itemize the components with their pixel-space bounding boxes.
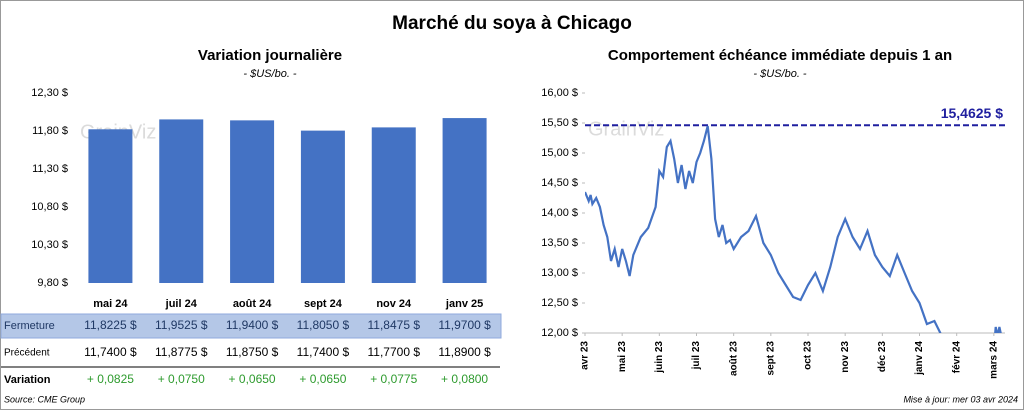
bar xyxy=(442,118,487,283)
x-tick-label: sept 23 xyxy=(765,341,776,376)
y-tick-label: 12,00 $ xyxy=(541,327,578,339)
chart-subtitle: - $US/bo. - xyxy=(243,68,297,80)
x-tick-label: avr 23 xyxy=(580,341,591,370)
y-tick-label: 11,80 $ xyxy=(32,125,68,137)
table-cell: + 0,0650 xyxy=(229,372,276,386)
table-highlight xyxy=(0,313,502,339)
x-tick-label: déc 23 xyxy=(877,341,888,373)
x-tick-label: févr 24 xyxy=(951,341,962,374)
table-cell: + 0,0650 xyxy=(299,372,346,386)
x-tick-label: janv 25 xyxy=(445,298,483,310)
y-tick-label: 10,30 $ xyxy=(31,239,68,251)
bar xyxy=(300,130,345,283)
x-tick-label: janv 24 xyxy=(914,341,925,376)
y-tick-label: 9,80 $ xyxy=(37,277,68,289)
x-tick-label: août 23 xyxy=(728,341,739,376)
table-cell: 11,8775 $ xyxy=(155,345,208,359)
x-tick-label: juin 23 xyxy=(654,341,665,374)
x-tick-label: mars 24 xyxy=(988,341,999,379)
y-tick-label: 13,00 $ xyxy=(541,267,578,279)
y-tick-label: 15,00 $ xyxy=(541,147,578,159)
bar xyxy=(159,119,204,283)
x-tick-label: sept 24 xyxy=(304,298,343,310)
y-tick-label: 13,50 $ xyxy=(541,237,578,249)
x-tick-label: nov 24 xyxy=(376,298,412,310)
y-tick-label: 11,30 $ xyxy=(32,163,68,175)
chart-subtitle: - $US/bo. - xyxy=(753,68,807,80)
y-tick-label: 12,30 $ xyxy=(31,87,68,99)
y-tick-label: 14,00 $ xyxy=(541,207,578,219)
table-cell: + 0,0775 xyxy=(370,372,417,386)
page-title: Marché du soya à Chicago xyxy=(392,13,632,34)
y-tick-label: 14,50 $ xyxy=(541,177,578,189)
table-cell: + 0,0825 xyxy=(87,372,134,386)
table-cell: 11,7400 $ xyxy=(297,345,350,359)
updated: Mise à jour: mer 03 avr 2024 xyxy=(903,394,1018,404)
chart-title: Comportement échéance immédiate depuis 1… xyxy=(608,47,952,64)
line-series xyxy=(585,125,1002,333)
reference-label: 15,4625 $ xyxy=(941,105,1003,121)
table-cell: 11,8475 $ xyxy=(368,318,421,332)
table-row-label: Variation xyxy=(4,374,51,386)
watermark: GrainViz xyxy=(588,118,664,140)
table-cell: + 0,0750 xyxy=(158,372,205,386)
y-tick-label: 10,80 $ xyxy=(31,201,68,213)
table-cell: 11,9525 $ xyxy=(155,318,208,332)
x-tick-label: mai 23 xyxy=(617,341,628,373)
y-tick-label: 16,00 $ xyxy=(541,87,578,99)
chart-title: Variation journalière xyxy=(198,47,342,64)
x-tick-label: juil 23 xyxy=(691,341,702,371)
table-cell: 11,8050 $ xyxy=(297,318,350,332)
x-tick-label: nov 23 xyxy=(840,341,851,373)
bar xyxy=(371,127,416,283)
table-cell: 11,9700 $ xyxy=(438,318,491,332)
bar xyxy=(230,120,275,283)
y-tick-label: 15,50 $ xyxy=(541,117,578,129)
x-tick-label: mai 24 xyxy=(93,298,128,310)
table-row-label: Fermeture xyxy=(4,320,55,332)
source: Source: CME Group xyxy=(4,394,85,404)
table-cell: 11,9400 $ xyxy=(226,318,279,332)
x-tick-label: oct 23 xyxy=(803,341,814,370)
table-row-label: Précédent xyxy=(4,348,50,359)
table-cell: 11,8900 $ xyxy=(438,345,491,359)
table-cell: 11,7400 $ xyxy=(84,345,137,359)
x-tick-label: août 24 xyxy=(233,298,272,310)
table-cell: + 0,0800 xyxy=(441,372,488,386)
bar xyxy=(88,129,133,283)
table-cell: 11,7700 $ xyxy=(368,345,421,359)
table-cell: 11,8750 $ xyxy=(226,345,279,359)
x-tick-label: juil 24 xyxy=(165,298,198,310)
y-tick-label: 12,50 $ xyxy=(541,297,578,309)
table-cell: 11,8225 $ xyxy=(84,318,137,332)
